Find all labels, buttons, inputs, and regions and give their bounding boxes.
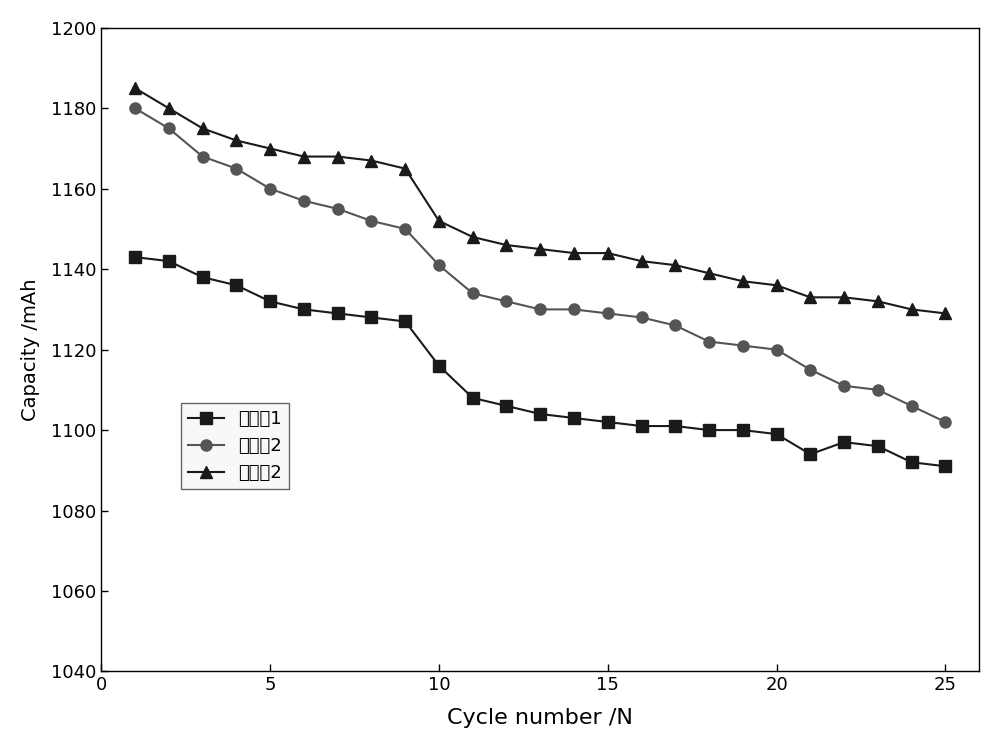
比较例1	[433, 361, 445, 370]
Line: 实施例2: 实施例2	[130, 82, 951, 319]
比较例1	[771, 430, 783, 439]
实施例2	[433, 216, 445, 225]
比较例1	[298, 305, 310, 314]
比较例1	[399, 317, 411, 326]
Line: 比较例2: 比较例2	[130, 103, 951, 428]
比较例2	[939, 417, 951, 426]
比较例2	[433, 261, 445, 270]
比较例1	[500, 401, 512, 410]
比较例1	[737, 425, 749, 434]
比较例1	[669, 422, 681, 431]
比较例1	[703, 425, 715, 434]
比较例1	[534, 410, 546, 419]
比较例1	[602, 417, 614, 426]
比较例2	[669, 321, 681, 330]
实施例2	[737, 276, 749, 285]
X-axis label: Cycle number /N: Cycle number /N	[447, 708, 633, 728]
比较例2	[230, 164, 242, 173]
比较例1	[230, 281, 242, 290]
比较例2	[737, 341, 749, 350]
实施例2	[838, 293, 850, 302]
实施例2	[163, 104, 175, 113]
实施例2	[804, 293, 816, 302]
实施例2	[197, 124, 209, 133]
实施例2	[906, 305, 918, 314]
实施例2	[467, 232, 479, 241]
实施例2	[568, 249, 580, 258]
Y-axis label: Capacity /mAh: Capacity /mAh	[21, 279, 40, 421]
比较例2	[500, 297, 512, 306]
实施例2	[872, 297, 884, 306]
比较例2	[163, 124, 175, 133]
实施例2	[365, 156, 377, 165]
比较例1	[804, 449, 816, 458]
实施例2	[669, 261, 681, 270]
比较例2	[399, 225, 411, 234]
比较例2	[332, 204, 344, 213]
实施例2	[602, 249, 614, 258]
比较例2	[534, 305, 546, 314]
比较例2	[467, 289, 479, 298]
实施例2	[230, 136, 242, 145]
实施例2	[500, 240, 512, 249]
比较例2	[298, 196, 310, 205]
比较例2	[703, 337, 715, 346]
实施例2	[332, 152, 344, 161]
比较例1	[264, 297, 276, 306]
比较例1	[129, 252, 141, 261]
比较例1	[872, 442, 884, 451]
比较例1	[332, 309, 344, 318]
比较例1	[568, 413, 580, 422]
Line: 比较例1: 比较例1	[130, 252, 951, 472]
比较例2	[804, 366, 816, 374]
比较例2	[129, 104, 141, 113]
比较例2	[264, 184, 276, 193]
比较例2	[602, 309, 614, 318]
比较例2	[872, 385, 884, 394]
实施例2	[264, 144, 276, 153]
比较例2	[568, 305, 580, 314]
实施例2	[771, 281, 783, 290]
比较例2	[197, 152, 209, 161]
实施例2	[534, 245, 546, 254]
比较例2	[906, 401, 918, 410]
比较例2	[636, 313, 648, 322]
比较例1	[163, 257, 175, 266]
实施例2	[298, 152, 310, 161]
实施例2	[939, 309, 951, 318]
比较例1	[365, 313, 377, 322]
实施例2	[399, 164, 411, 173]
比较例2	[838, 381, 850, 390]
比较例1	[197, 273, 209, 282]
实施例2	[703, 269, 715, 278]
Legend: 比较例1, 比较例2, 实施例2: 比较例1, 比较例2, 实施例2	[181, 403, 289, 489]
实施例2	[129, 84, 141, 93]
比较例1	[467, 393, 479, 402]
比较例2	[365, 216, 377, 225]
比较例1	[939, 462, 951, 471]
实施例2	[636, 257, 648, 266]
比较例2	[771, 345, 783, 354]
比较例1	[838, 437, 850, 446]
比较例1	[906, 458, 918, 467]
比较例1	[636, 422, 648, 431]
